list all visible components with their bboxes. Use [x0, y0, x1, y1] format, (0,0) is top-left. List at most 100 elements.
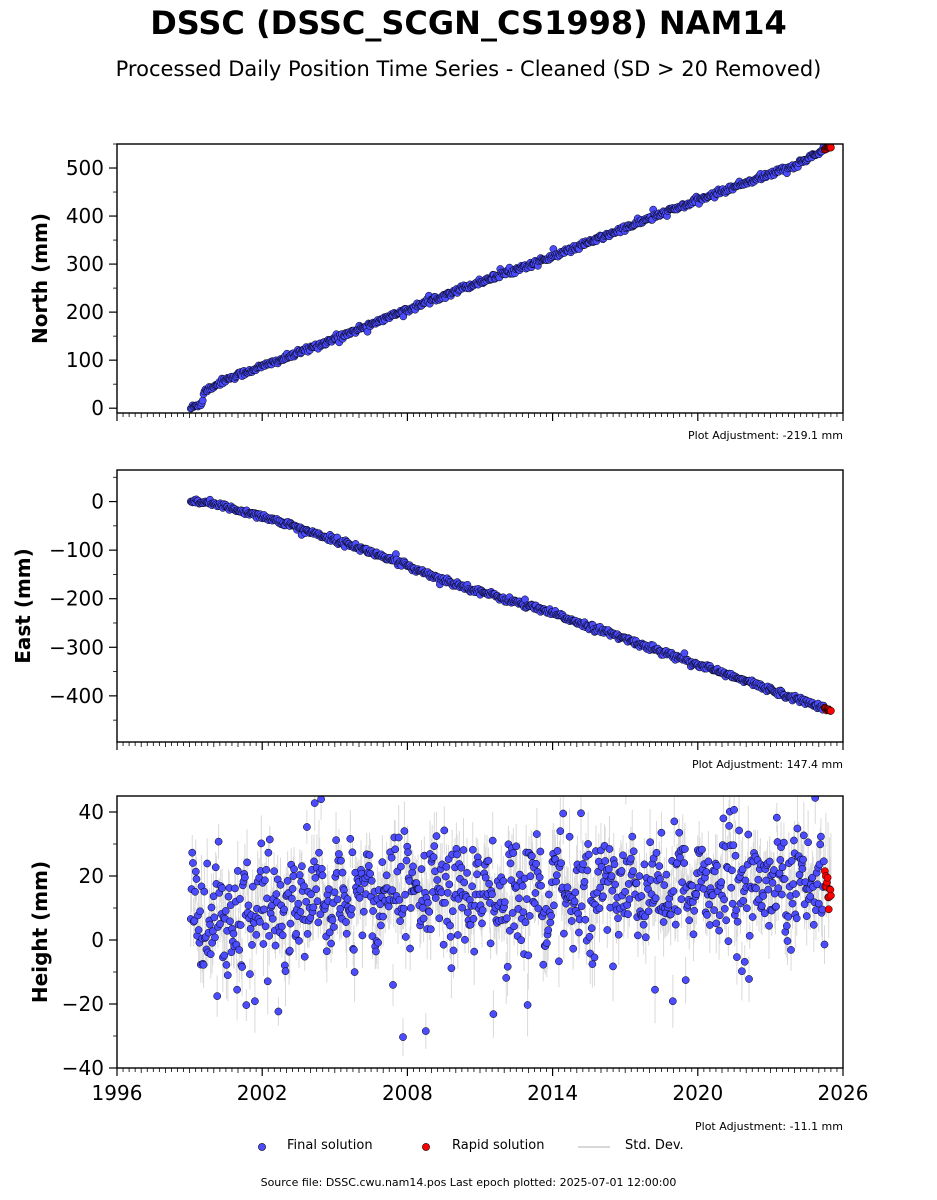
final-point: [317, 864, 326, 873]
final-point: [401, 933, 410, 941]
y-tick-label: 0: [91, 490, 104, 514]
final-point: [288, 884, 297, 893]
final-point: [557, 859, 565, 868]
final-point: [460, 878, 469, 887]
final-point: [474, 858, 483, 867]
final-point: [265, 932, 273, 940]
legend-final-marker: [256, 1138, 268, 1160]
final-point: [414, 885, 423, 893]
final-point: [343, 895, 352, 904]
final-point: [199, 960, 208, 969]
final-point: [271, 941, 280, 950]
rapid-point: [824, 905, 833, 914]
final-point: [285, 946, 294, 955]
final-point: [211, 933, 219, 942]
final-point: [207, 903, 216, 912]
final-point: [238, 963, 246, 971]
y-axis-label: North (mm): [28, 213, 52, 344]
final-point: [272, 890, 281, 898]
final-point: [583, 866, 592, 875]
final-point: [706, 921, 714, 929]
final-point: [453, 850, 461, 859]
final-point: [200, 887, 209, 896]
y-tick-label: −40: [62, 1056, 104, 1080]
final-point: [804, 838, 812, 847]
plot-adjustment-note: Plot Adjustment: -11.1 mm: [695, 1120, 843, 1133]
final-point: [515, 894, 523, 903]
y-tick-label: 400: [66, 204, 104, 228]
final-point: [262, 865, 271, 874]
final-point: [226, 917, 234, 926]
final-point: [481, 873, 490, 882]
y-tick-label: 0: [91, 928, 104, 952]
final-point: [242, 1001, 251, 1009]
final-point: [617, 867, 626, 875]
rapid-points-0: [821, 144, 835, 154]
final-point: [783, 937, 792, 945]
final-point: [457, 863, 466, 872]
final-point: [203, 859, 212, 868]
chart-subtitle: Processed Daily Position Time Series - C…: [115, 57, 822, 81]
final-point: [799, 831, 808, 840]
final-point: [577, 809, 585, 818]
final-point: [246, 970, 254, 978]
final-point: [651, 985, 659, 994]
final-point: [503, 962, 512, 971]
final-point: [590, 953, 599, 962]
final-point: [478, 906, 487, 915]
final-point: [788, 899, 797, 908]
final-point: [688, 881, 696, 890]
final-point: [724, 937, 733, 946]
final-point: [252, 930, 261, 939]
final-point: [366, 869, 375, 878]
final-point: [448, 907, 457, 916]
final-point: [748, 913, 757, 921]
final-point: [333, 895, 342, 904]
final-point: [397, 862, 405, 871]
final-point: [432, 832, 441, 840]
rapid-point: [823, 873, 832, 882]
final-point: [545, 890, 553, 899]
final-point: [698, 845, 706, 854]
final-point: [731, 851, 740, 860]
final-point: [632, 879, 641, 888]
final-point: [668, 997, 677, 1006]
final-point: [443, 889, 452, 897]
final-point: [292, 929, 301, 938]
final-point: [510, 922, 518, 931]
final-point: [628, 832, 637, 841]
final-point: [439, 940, 448, 949]
final-point: [729, 841, 738, 850]
final-point: [257, 839, 266, 848]
final-point: [816, 840, 825, 849]
final-point: [744, 830, 753, 839]
final-point: [243, 858, 251, 867]
final-point: [719, 814, 728, 823]
y-tick-label: 200: [66, 300, 104, 324]
final-point: [229, 929, 238, 938]
legend-rapid-marker: [420, 1138, 432, 1160]
final-point: [733, 953, 741, 961]
final-point: [517, 936, 526, 945]
final-point: [290, 865, 298, 874]
final-point: [635, 872, 644, 880]
final-point: [191, 867, 200, 876]
final-point: [509, 849, 518, 857]
final-point: [728, 899, 737, 908]
final-point: [274, 1007, 283, 1016]
final-point: [524, 951, 533, 960]
final-point: [768, 878, 777, 887]
final-points-0: [186, 144, 829, 413]
final-point: [190, 916, 199, 925]
final-point: [546, 918, 555, 927]
final-point: [625, 895, 634, 904]
final-point: [506, 859, 515, 868]
final-point: [634, 931, 642, 940]
final-point: [485, 879, 493, 888]
final-point: [713, 861, 721, 870]
final-point: [461, 935, 469, 944]
final-point: [759, 892, 768, 900]
chart-title: DSSC (DSSC_SCGN_CS1998) NAM14: [150, 4, 787, 42]
final-point: [720, 904, 729, 913]
final-point: [611, 880, 620, 889]
